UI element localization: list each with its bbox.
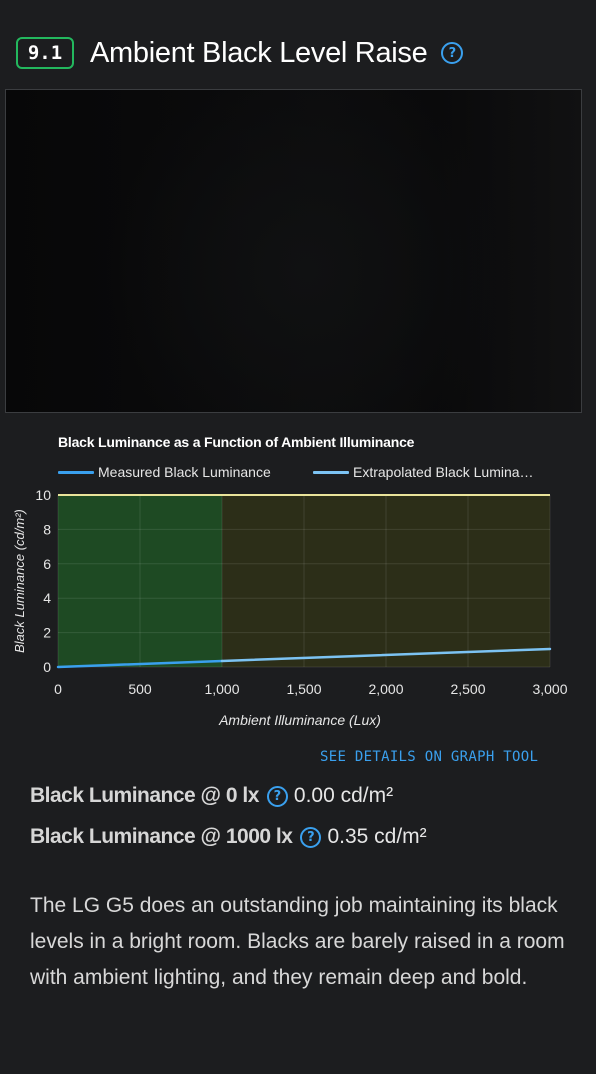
x-tick-label: 0 [54,681,62,697]
shaded-region-1 [222,495,550,667]
x-axis-label: Ambient Illuminance (Lux) [218,712,381,728]
stat-black-luminance-0lx: Black Luminance @ 0 lx ? 0.00 cd/m² [30,781,393,811]
y-tick-label: 10 [35,487,51,503]
see-details-link[interactable]: SEE DETAILS ON GRAPH TOOL [320,749,539,765]
stat-value: 0.35 cd/m² [327,825,427,848]
y-tick-label: 4 [43,590,51,606]
score-badge: 9.1 [16,37,74,69]
stat-black-luminance-1000lx: Black Luminance @ 1000 lx ? 0.35 cd/m² [30,822,427,852]
x-tick-label: 500 [128,681,152,697]
stat-label: Black Luminance @ 1000 lx [30,825,293,848]
legend-item-extrapolated[interactable]: Extrapolated Black Lumina… [313,463,534,481]
x-tick-label: 2,500 [450,681,485,697]
y-tick-label: 2 [43,625,51,641]
legend-line-extrapolated [313,470,349,474]
test-photo [5,89,582,413]
chart-title: Black Luminance as a Function of Ambient… [58,434,415,450]
x-tick-label: 1,500 [286,681,321,697]
question-circle-icon[interactable]: ? [266,785,288,807]
y-axis-label: Black Luminance (cd/m²) [12,509,27,653]
description-text: The LG G5 does an outstanding job mainta… [30,894,565,989]
stat-label: Black Luminance @ 0 lx [30,784,259,807]
series-line-0 [56,659,224,669]
y-tick-label: 0 [43,659,51,675]
x-tick-label: 1,000 [204,681,239,697]
legend-item-measured[interactable]: Measured Black Luminance [58,463,271,481]
legend-label-measured: Measured Black Luminance [98,464,271,480]
y-tick-label: 8 [43,521,51,537]
y-tick-label: 6 [43,556,51,572]
stat-value: 0.00 cd/m² [293,784,394,807]
x-tick-label: 2,000 [368,681,403,697]
question-circle-icon[interactable]: ? [300,826,322,848]
section-title: Ambient Black Level Raise [90,36,428,69]
question-circle-icon[interactable]: ? [441,42,464,64]
section-header: 9.1 Ambient Black Level Raise ? [16,34,464,72]
black-luminance-chart: 0 2 4 6 8 10 0 500 1,000 1,500 2,000 2,500 3,000 Ambi… [12,487,568,728]
legend-line-measured [58,470,94,474]
series-line-1 [220,647,552,663]
legend-label-extrapolated: Extrapolated Black Lumina… [353,464,534,480]
shaded-region-0 [58,495,222,667]
x-tick-label: 3,000 [532,681,567,697]
